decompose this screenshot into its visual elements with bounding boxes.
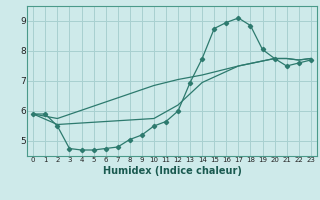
X-axis label: Humidex (Indice chaleur): Humidex (Indice chaleur)	[103, 166, 241, 176]
